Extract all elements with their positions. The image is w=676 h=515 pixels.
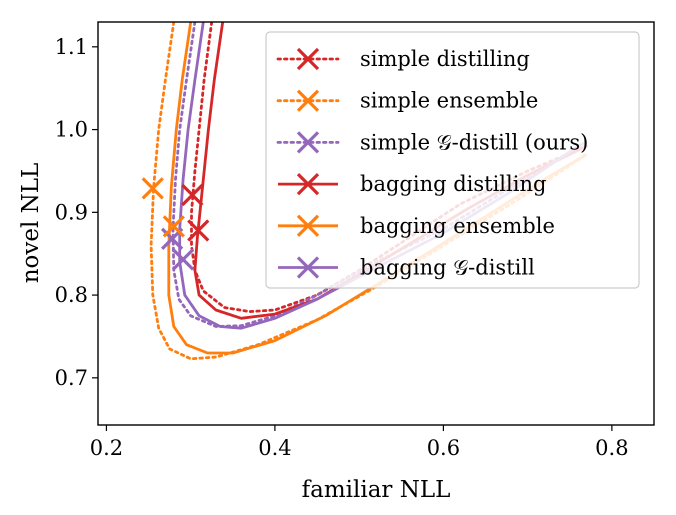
series-marker-2	[141, 177, 164, 200]
legend: simple distilling simple ensemble simple 𝒢…	[265, 31, 640, 289]
axes-layer: 0.2 0.4 0.6 0.8 0.7 0.8 0.9 1.0 1.1	[55, 35, 629, 460]
x-axis-label: familiar NLL	[302, 477, 451, 503]
legend-label: simple distilling	[360, 47, 530, 71]
y-tick-label: 1.0	[55, 118, 88, 142]
x-tick-label: 0.8	[595, 436, 628, 460]
legend-item: bagging ensemble	[278, 214, 555, 238]
series-layer	[141, 22, 588, 361]
legend-label: simple 𝒢-distill (ours)	[360, 130, 588, 154]
legend-marker-sample	[296, 172, 320, 196]
legend-item: simple distilling	[276, 47, 530, 71]
legend-item: simple 𝒢-distill (ours)	[276, 130, 588, 154]
legend-item: simple ensemble	[276, 89, 538, 113]
legend-label: simple ensemble	[360, 89, 538, 113]
series-marker-4	[187, 219, 210, 242]
legend-label: bagging distilling	[360, 172, 546, 196]
series-marker-5	[162, 215, 185, 238]
legend-marker-sample	[296, 256, 320, 279]
y-tick-label: 1.1	[55, 35, 88, 59]
y-axis-label: novel NLL	[18, 163, 44, 284]
x-tick-label: 0.6	[427, 436, 460, 460]
x-tick-label: 0.2	[90, 436, 123, 460]
legend-item: bagging distilling	[278, 172, 546, 196]
legend-label: bagging ensemble	[360, 214, 555, 238]
series-marker-1	[181, 183, 204, 207]
plot-frame	[97, 21, 655, 426]
legend-marker-sample	[296, 47, 320, 71]
legend-box	[265, 31, 640, 289]
legend-marker-sample	[296, 214, 320, 237]
y-tick-label: 0.7	[55, 366, 88, 390]
series-marker-6	[171, 248, 195, 271]
legend-label: bagging 𝒢-distill	[360, 256, 535, 280]
legend-marker-sample	[296, 89, 320, 112]
y-tick-label: 0.9	[55, 200, 88, 224]
legend-item: bagging 𝒢-distill	[278, 256, 535, 280]
y-tick-label: 0.8	[55, 283, 88, 307]
legend-marker-sample	[296, 131, 320, 154]
x-tick-label: 0.4	[258, 436, 291, 460]
